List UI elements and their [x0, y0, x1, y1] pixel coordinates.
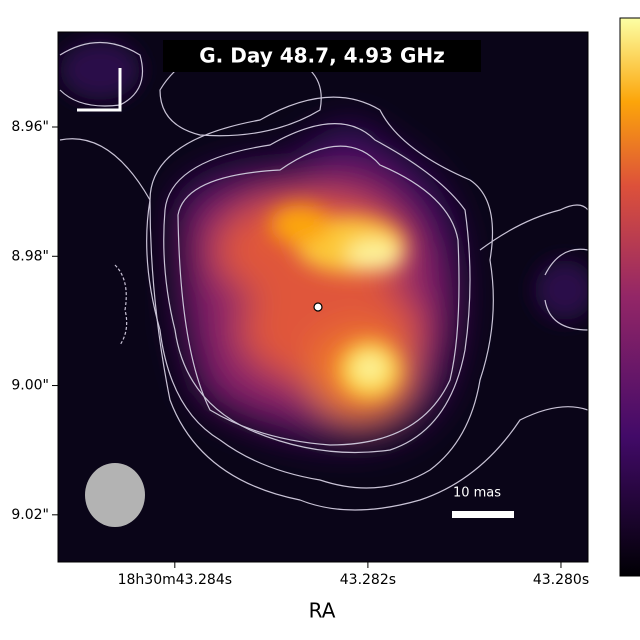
image-panel: 10 mas G. Day 48.7, 4.93 GHz	[58, 32, 588, 562]
y-tick-label: 9.00"	[11, 378, 49, 394]
title-box	[163, 40, 481, 72]
colorbar	[619, 17, 640, 577]
y-tick-label: 8.96"	[11, 119, 49, 135]
chart-title: G. Day 48.7, 4.93 GHz	[199, 44, 444, 68]
marker	[313, 302, 323, 312]
y-tick-label: 8.98"	[11, 248, 49, 264]
scale-bar	[452, 511, 514, 518]
compass	[77, 68, 122, 112]
contours	[59, 41, 588, 511]
beam	[85, 463, 145, 527]
x-tick-label: 18h30m43.284s	[118, 572, 232, 588]
y-tick-label: 9.02"	[11, 507, 49, 523]
x-tick-label: 43.282s	[340, 572, 396, 588]
x-tick-label: 43.280s	[533, 572, 589, 588]
x-axis-label: RA	[309, 599, 336, 623]
axes: 18h30m43.284s 43.282s 43.280s 8.96" 8.98" 9.0…	[11, 119, 589, 588]
scale-label: 10 mas	[453, 486, 501, 501]
plot-frame	[57, 31, 589, 563]
